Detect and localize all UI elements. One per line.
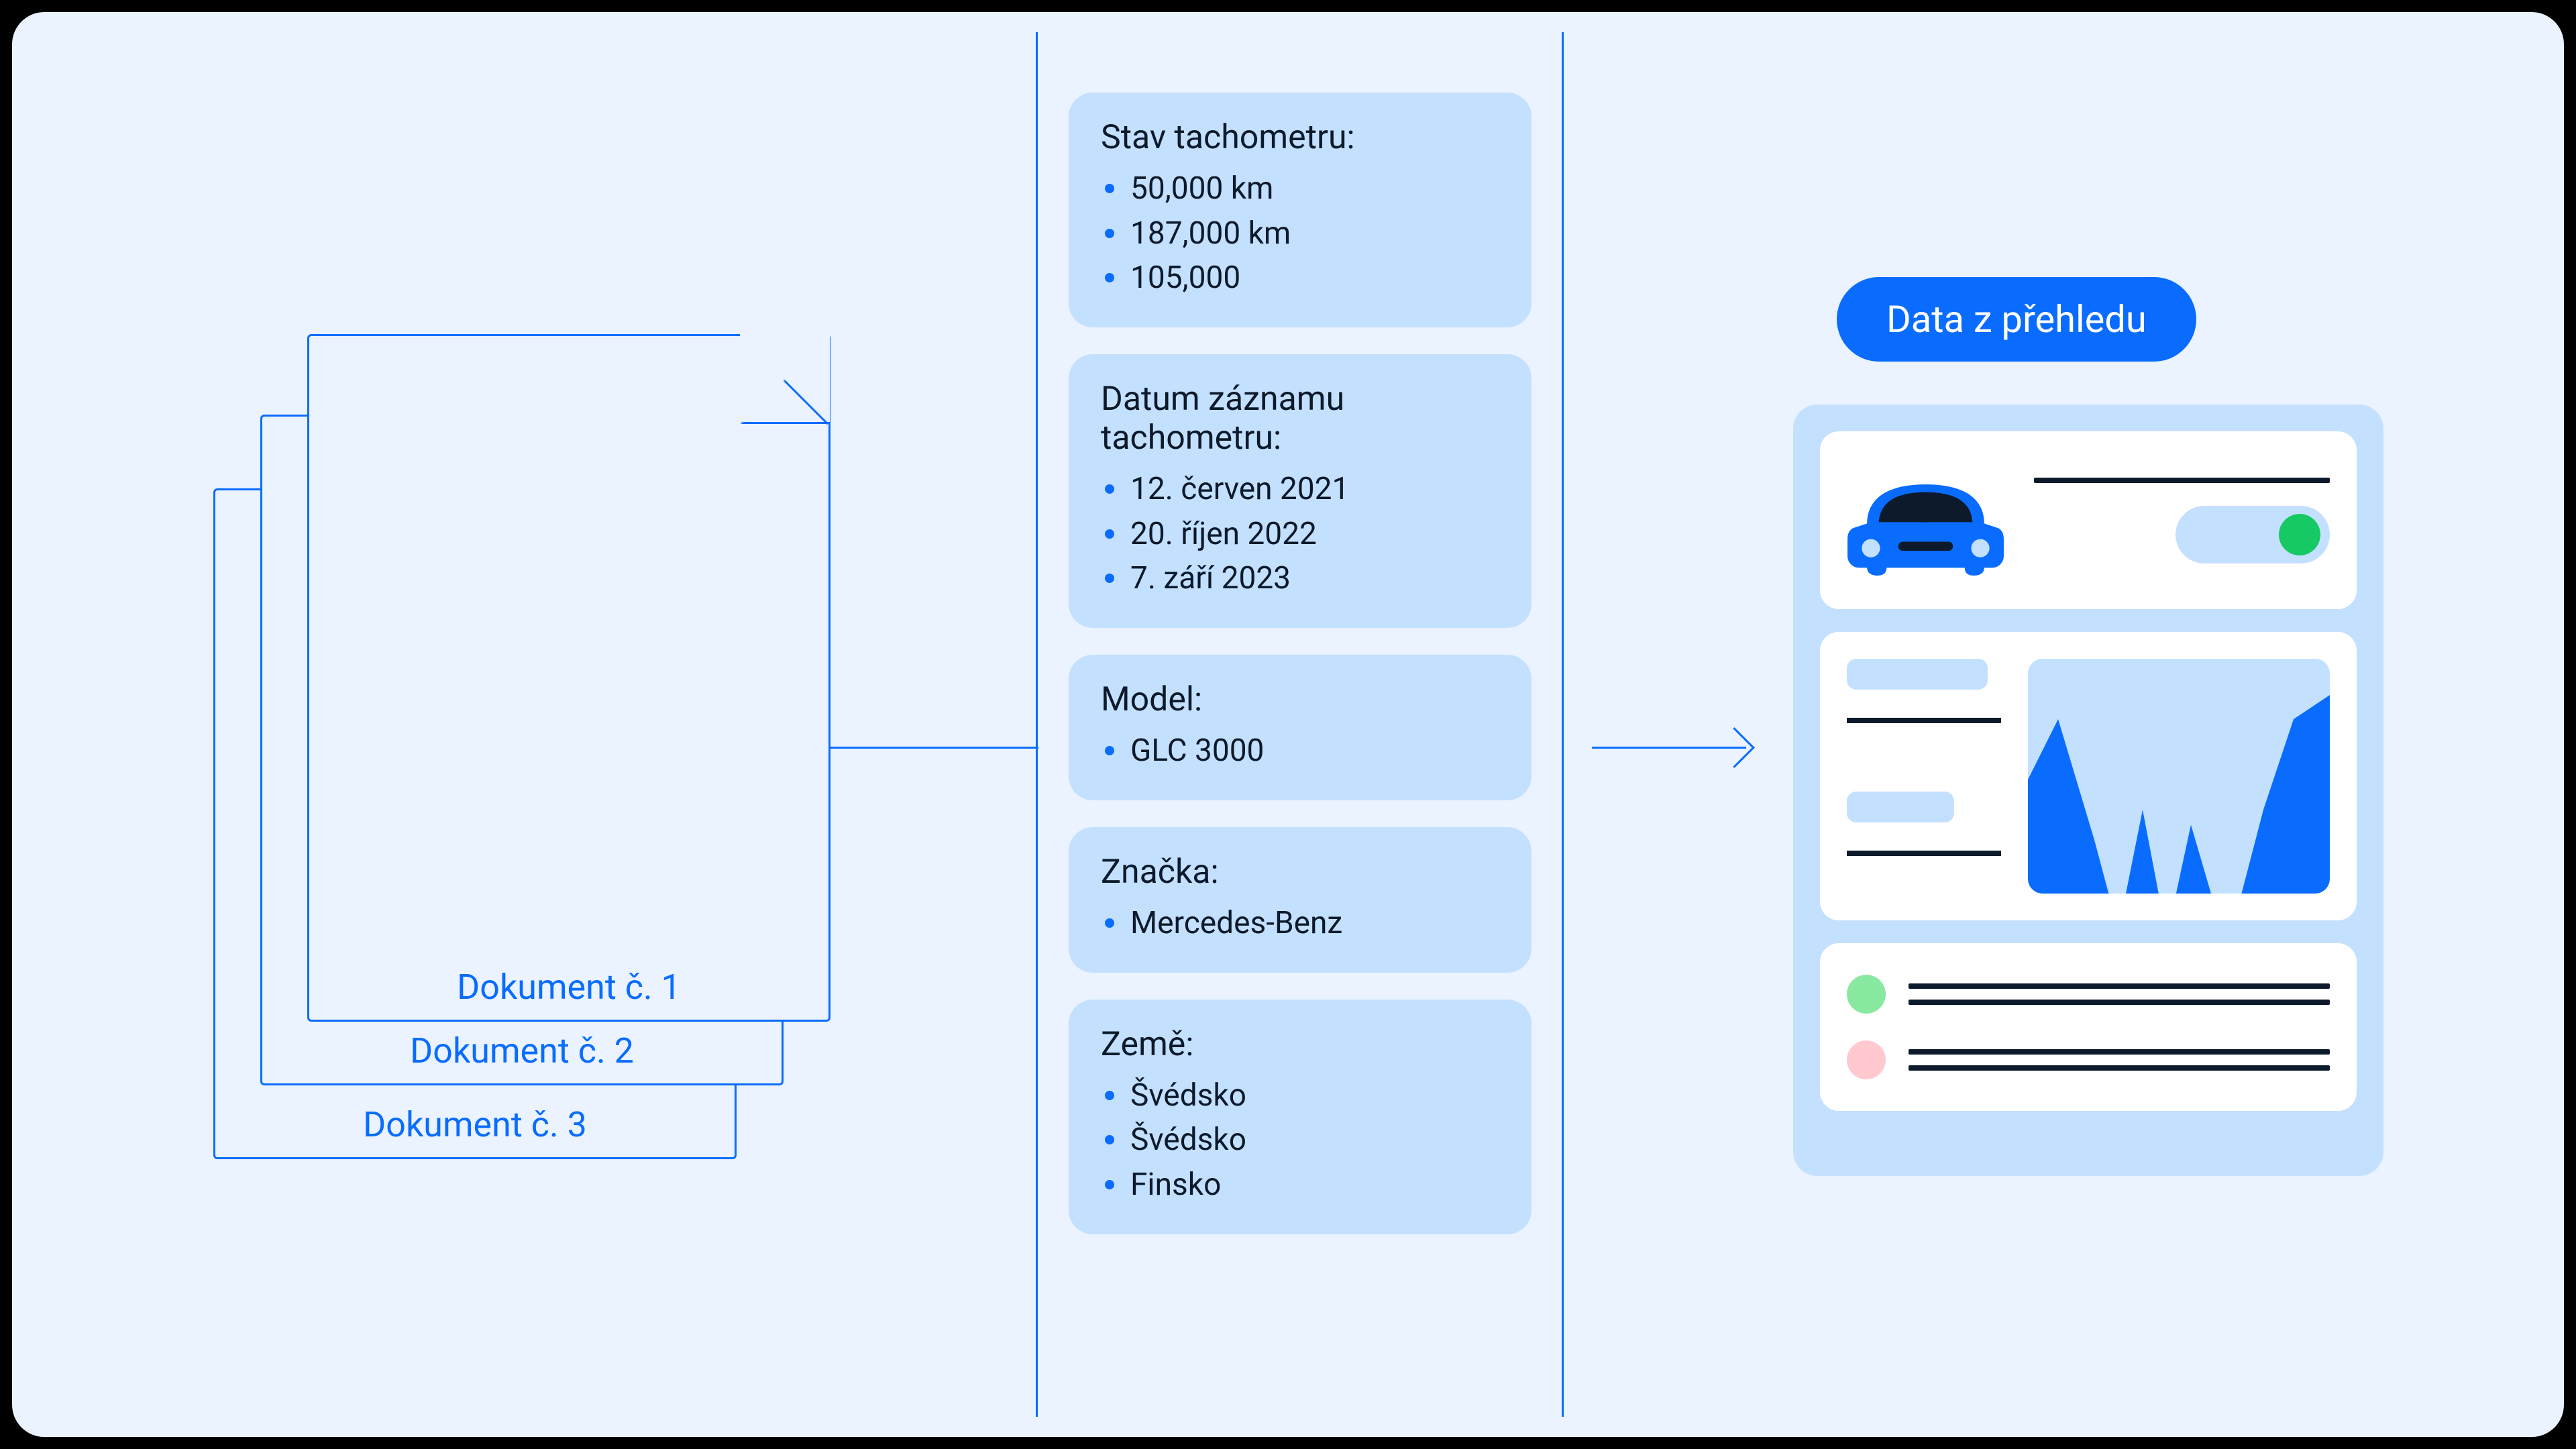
data-card-title: Země:: [1101, 1025, 1499, 1064]
document-3-label: Dokument č. 3: [215, 1104, 735, 1145]
legend-dot-pink: [1847, 1040, 1886, 1079]
car-icon: [1847, 465, 2004, 576]
placeholder-pill: [1847, 659, 1988, 690]
chart-legend-left: [1847, 659, 2001, 894]
data-card-title: Stav tachometru:: [1101, 118, 1499, 157]
data-card-item: 187,000 km: [1101, 211, 1499, 256]
connector-docs-to-data: [830, 747, 1038, 749]
placeholder-pill: [1847, 792, 1954, 822]
data-card-item: Mercedes-Benz: [1101, 901, 1499, 946]
data-card-item: 50,000 km: [1101, 166, 1499, 211]
data-card-item: Finsko: [1101, 1163, 1499, 1208]
data-card-list: ŠvédskoŠvédskoFinsko: [1101, 1073, 1499, 1208]
status-toggle[interactable]: [2176, 506, 2330, 564]
data-card-title: Datum záznamu tachometru:: [1101, 380, 1499, 458]
data-card-item: 12. červen 2021: [1101, 467, 1499, 512]
placeholder-line: [1847, 851, 2001, 856]
divider-right: [1562, 32, 1564, 1417]
report-mock: [1793, 405, 2383, 1176]
data-card-list: 12. červen 202120. říjen 20227. září 202…: [1101, 467, 1499, 601]
data-card: Datum záznamu tachometru: 12. červen 2021…: [1069, 354, 1532, 628]
data-card: Model: GLC 3000: [1069, 655, 1532, 800]
report-header-lines: [2034, 478, 2330, 564]
documents-stack: Dokument č. 3 Dokument č. 2 Dokument č. …: [213, 334, 804, 1193]
placeholder-line: [1909, 983, 2330, 989]
data-card-item: 105,000: [1101, 256, 1499, 301]
document-1-label: Dokument č. 1: [309, 967, 828, 1008]
data-cards-column: Stav tachometru: 50,000 km187,000 km105,0…: [1069, 93, 1532, 1234]
placeholder-line: [1909, 1065, 2330, 1071]
divider-left: [1036, 32, 1038, 1417]
area-chart: [2028, 659, 2330, 894]
data-card-item: Švédsko: [1101, 1118, 1499, 1163]
document-2-label: Dokument č. 2: [262, 1030, 782, 1071]
overview-pill: Data z přehledu: [1837, 277, 2196, 362]
data-card: Značka: Mercedes-Benz: [1069, 827, 1532, 973]
data-card-list: 50,000 km187,000 km105,000: [1101, 166, 1499, 301]
report-chart-panel: [1820, 632, 2357, 920]
arrow-to-report: [1592, 747, 1746, 749]
data-card-item: GLC 3000: [1101, 729, 1499, 773]
data-card-list: GLC 3000: [1101, 729, 1499, 773]
legend-row-green: [1847, 975, 2330, 1014]
data-card-title: Značka:: [1101, 853, 1499, 892]
diagram-canvas: Dokument č. 3 Dokument č. 2 Dokument č. …: [0, 0, 2576, 1449]
data-card-item: 20. říjen 2022: [1101, 512, 1499, 557]
report-legend-panel: [1820, 943, 2357, 1111]
legend-dot-green: [1847, 975, 1886, 1014]
data-card: Stav tachometru: 50,000 km187,000 km105,0…: [1069, 93, 1532, 327]
data-card: Země:ŠvédskoŠvédskoFinsko: [1069, 1000, 1532, 1234]
legend-row-pink: [1847, 1040, 2330, 1079]
data-card-item: Švédsko: [1101, 1073, 1499, 1118]
data-card-title: Model:: [1101, 680, 1499, 719]
data-card-list: Mercedes-Benz: [1101, 901, 1499, 946]
frame: Dokument č. 3 Dokument č. 2 Dokument č. …: [12, 12, 2564, 1437]
document-1: Dokument č. 1: [307, 334, 830, 1022]
placeholder-line: [1847, 718, 2001, 723]
placeholder-line: [1909, 1000, 2330, 1005]
data-card-item: 7. září 2023: [1101, 556, 1499, 601]
placeholder-line: [2034, 478, 2330, 483]
report-header-panel: [1820, 431, 2357, 609]
placeholder-line: [1909, 1049, 2330, 1055]
